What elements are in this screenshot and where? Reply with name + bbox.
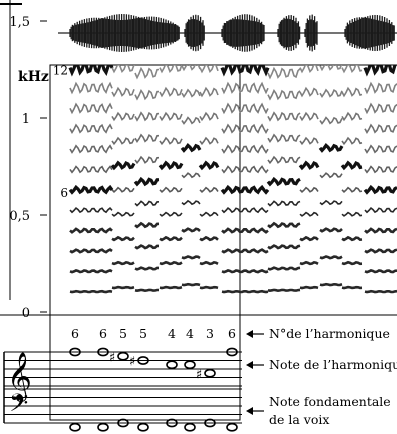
- harmonic-marker-label: 6: [60, 186, 68, 200]
- annotation-harmonic-note: Note de l’harmonique: [246, 357, 397, 372]
- treble-note: [117, 351, 129, 361]
- sharp-icon: ♯: [129, 355, 135, 370]
- axis-unit-label: kHz: [18, 69, 49, 85]
- spectrogram: [68, 65, 397, 294]
- harmonic-number: 6: [71, 326, 79, 341]
- arrow-left-icon: [246, 330, 253, 338]
- annotation-fundamental: Note fondamentale de la voix: [246, 394, 391, 427]
- bass-note: [226, 422, 238, 432]
- harmonic-marker-label: 12: [53, 64, 68, 78]
- bass-note: [97, 422, 109, 432]
- treble-note: [97, 347, 109, 357]
- treble-note: [184, 360, 196, 370]
- arrow-left-icon: [246, 407, 253, 415]
- annotation-harmonic-number: N°de l’harmonique: [246, 326, 390, 341]
- bass-note: [204, 418, 216, 428]
- label-fundamental-line2: de la voix: [269, 412, 329, 427]
- bass-note: [137, 422, 149, 432]
- axis-tick-label: 0,5: [9, 209, 30, 224]
- bass-note: [184, 422, 196, 432]
- sharp-icon: ♯: [109, 350, 115, 365]
- bass-note: [166, 418, 178, 428]
- treble-note: [69, 347, 81, 357]
- label-harmonic-number: N°de l’harmonique: [269, 326, 390, 341]
- treble-note: [166, 360, 178, 370]
- harmonic-number: 4: [168, 326, 176, 341]
- treble-note: [226, 347, 238, 357]
- treble-clef-icon: 𝄞: [7, 351, 32, 402]
- harmonic-number: 6: [228, 326, 236, 341]
- axis-tick-label: 1: [22, 112, 30, 127]
- frequency-axis: kHz 21,510,50: [9, 15, 49, 321]
- harmonic-number: 3: [206, 326, 214, 341]
- treble-note: [137, 356, 149, 365]
- bass-note: [69, 422, 81, 432]
- sharp-icon: ♯: [196, 367, 202, 382]
- axis-tick-label: 0: [22, 306, 30, 321]
- axis-tick-label: 1,5: [9, 15, 30, 30]
- harmonic-number: 4: [186, 326, 194, 341]
- bass-note: [117, 418, 129, 428]
- arrow-left-icon: [246, 361, 253, 369]
- waveform: [58, 14, 397, 52]
- label-harmonic-note: Note de l’harmonique: [269, 357, 397, 372]
- harmonic-markers: 12 6: [53, 64, 68, 200]
- label-fundamental-line1: Note fondamentale: [269, 394, 391, 409]
- bass-clef-icon: 𝄢: [9, 389, 28, 424]
- harmonic-number: 5: [139, 326, 147, 341]
- harmonic-number: 5: [119, 326, 127, 341]
- harmonic-number: 6: [99, 326, 107, 341]
- music-staves: 𝄞𝄢 ♯ ♯ ♯: [3, 347, 242, 432]
- treble-note: [204, 368, 216, 378]
